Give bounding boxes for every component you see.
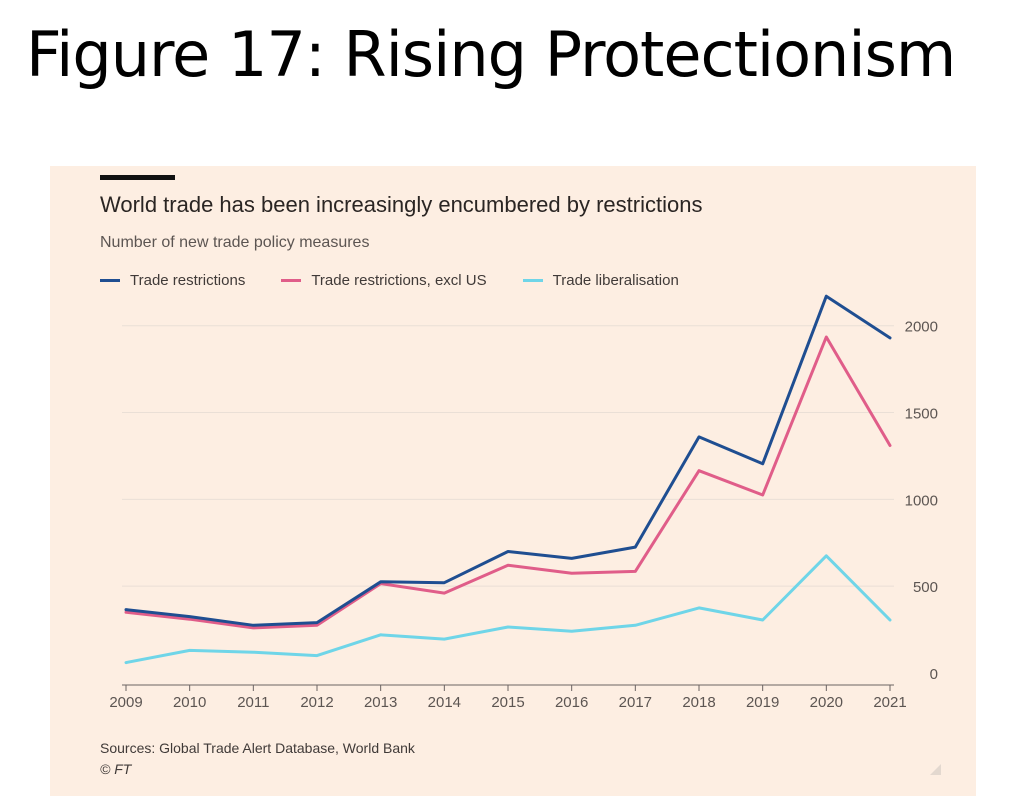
y-tick-label: 1500 xyxy=(905,406,938,423)
x-tick-label: 2018 xyxy=(682,694,715,711)
chart-title: World trade has been increasingly encumb… xyxy=(100,192,703,217)
y-tick-label: 2000 xyxy=(905,319,938,336)
ft-brand-bar xyxy=(100,175,175,180)
legend-swatch xyxy=(522,279,543,282)
legend-label: Trade restrictions, excl US xyxy=(311,272,487,289)
x-tick-label: 2016 xyxy=(555,694,588,711)
x-tick-label: 2015 xyxy=(491,694,524,711)
legend-label: Trade liberalisation xyxy=(552,272,679,289)
chart-card: World trade has been increasingly encumb… xyxy=(50,166,976,796)
x-tick-label: 2013 xyxy=(364,694,397,711)
legend-item-trade-liberalisation: Trade liberalisation xyxy=(522,272,679,289)
series-line-trade-liberalisation xyxy=(124,554,892,665)
x-tick-label: 2021 xyxy=(873,694,906,711)
x-tick-label: 2019 xyxy=(746,694,779,711)
legend: Trade restrictions Trade restrictions, e… xyxy=(100,272,679,289)
sources-note: Sources: Global Trade Alert Database, Wo… xyxy=(100,740,415,756)
legend-item-trade-restrictions: Trade restrictions xyxy=(100,272,245,289)
x-tick-label: 2010 xyxy=(173,694,206,711)
x-tick-label: 2020 xyxy=(810,694,843,711)
resize-corner-icon xyxy=(930,764,941,775)
x-tick-label: 2009 xyxy=(109,694,142,711)
slide-title: Figure 17: Rising Protectionism xyxy=(26,18,956,91)
legend-swatch xyxy=(100,279,120,282)
x-tick-label: 2014 xyxy=(428,694,461,711)
series-line-trade-restrictions-excl-us xyxy=(124,335,892,630)
x-tick-label: 2017 xyxy=(619,694,652,711)
x-tick-label: 2012 xyxy=(300,694,333,711)
line-chart: 0 500 1000 1500 2000 2009 2010 2011 2012 2013 2014… xyxy=(109,294,938,711)
chart-subtitle: Number of new trade policy measures xyxy=(100,234,370,251)
y-tick-label: 0 xyxy=(930,666,938,683)
series-line-trade-restrictions xyxy=(124,294,892,627)
legend-item-restrictions-excl-us: Trade restrictions, excl US xyxy=(281,272,487,289)
y-tick-label: 500 xyxy=(913,579,938,596)
legend-label: Trade restrictions xyxy=(130,272,246,289)
copyright-note: © FT xyxy=(100,761,132,777)
x-tick-label: 2011 xyxy=(237,694,269,711)
legend-swatch xyxy=(281,279,302,282)
y-tick-label: 1000 xyxy=(905,492,938,509)
